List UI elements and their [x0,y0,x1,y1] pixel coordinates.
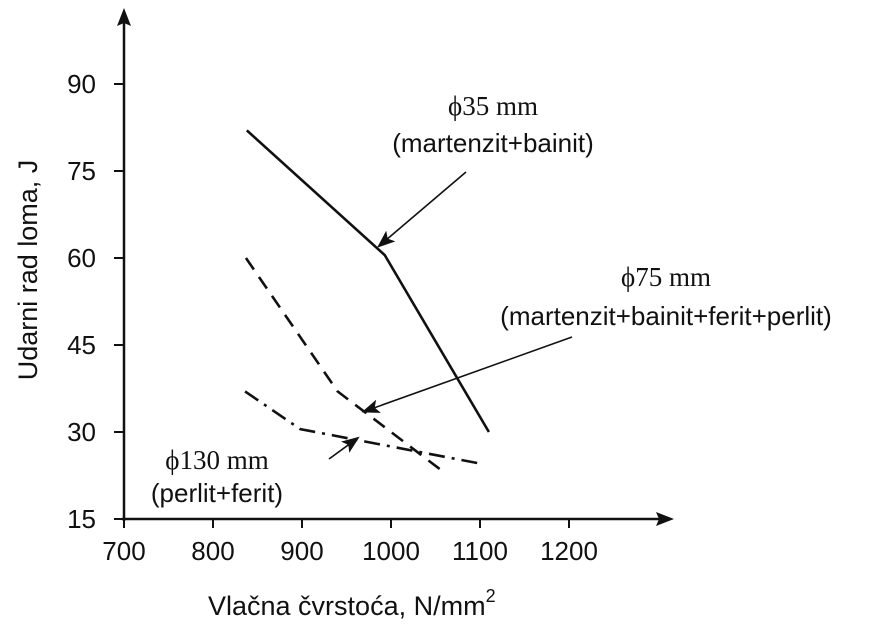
x-tick-label: 700 [102,536,145,566]
x-tick-label: 1200 [540,536,598,566]
annotation-130-subtitle: (perlit+ferit) [151,478,283,508]
annotation-75-subtitle: (martenzit+bainit+ferit+perlit) [500,301,832,331]
x-ticks: 700 800 900 1000 1100 1200 [102,519,598,566]
annotation-75-title: ϕ75 mm [621,262,711,292]
annotation-35-subtitle: (martenzit+bainit) [392,128,594,158]
annotation-35-title: ϕ35 mm [448,91,538,121]
x-axis-title-text: Vlačna čvrstoća, N/mm [208,591,486,621]
y-tick-label: 45 [67,330,96,360]
x-tick-label: 800 [191,536,234,566]
y-tick-label: 75 [67,156,96,186]
annotation-75-arrow [363,337,572,412]
annotation-35-arrow [379,172,466,246]
y-tick-label: 90 [67,69,96,99]
series-line-75mm [246,258,444,473]
series-line-35mm [247,130,489,432]
series-layer [245,130,489,472]
y-tick-label: 60 [67,243,96,273]
y-tick-label: 15 [67,504,96,534]
annotation-130-title: ϕ130 mm [165,445,268,475]
y-axis-title: Udarni rad loma, J [13,160,43,381]
x-tick-label: 1000 [362,536,420,566]
y-ticks: 15 30 45 60 75 90 [67,69,124,534]
x-tick-label: 1100 [452,536,508,566]
y-tick-label: 30 [67,417,96,447]
x-tick-label: 900 [280,536,323,566]
series-line-130mm [245,391,482,464]
x-axis-title: Vlačna čvrstoća, N/mm2 [208,586,496,621]
annotation-130-arrow [329,438,358,459]
x-axis-title-superscript: 2 [486,586,496,606]
